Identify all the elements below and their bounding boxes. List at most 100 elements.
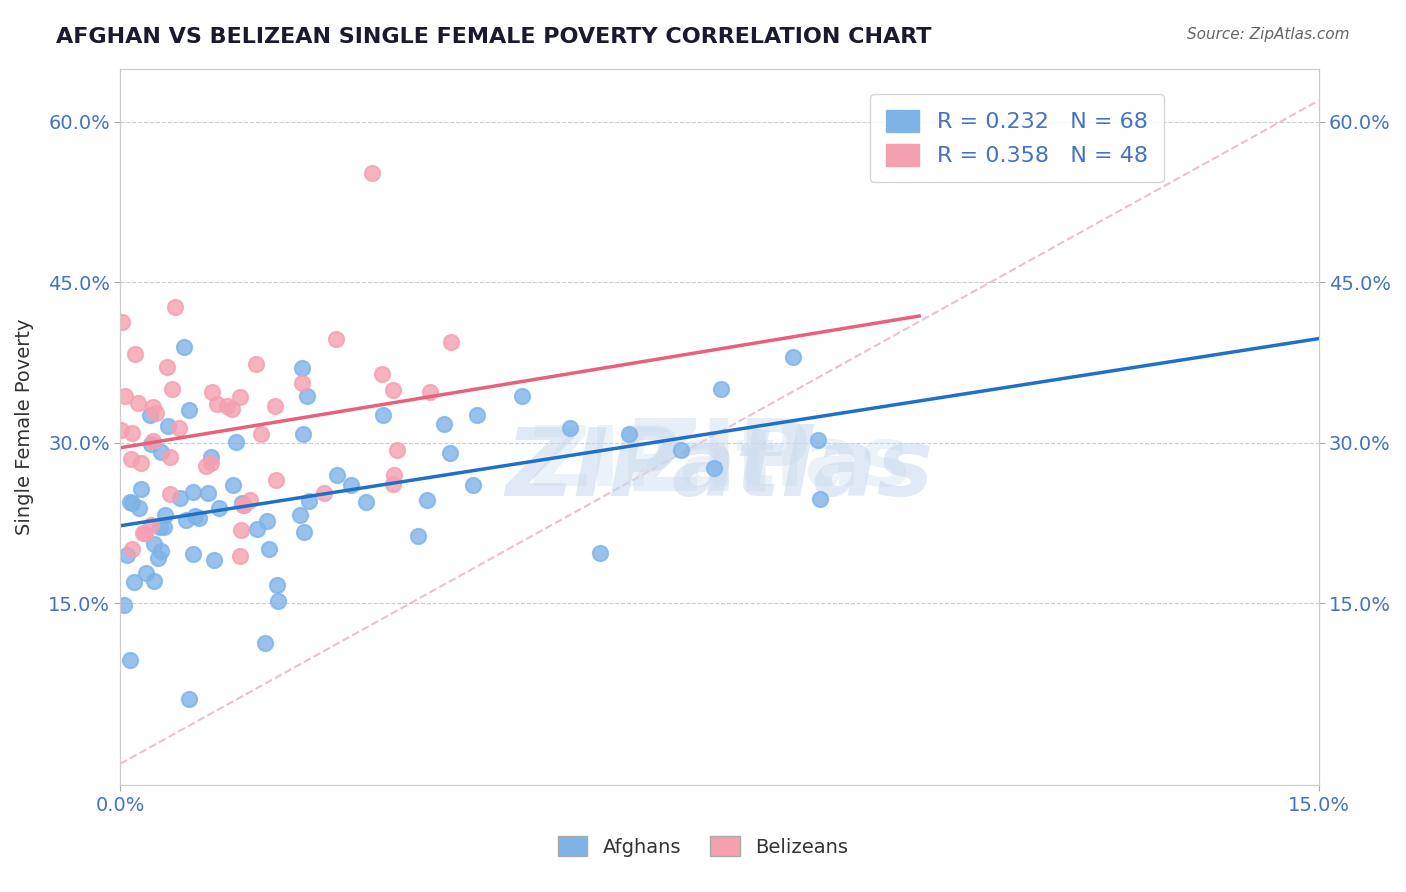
Point — [195, 458, 218, 473]
Point — [266, 473, 288, 487]
Point — [207, 501, 229, 516]
Point — [360, 165, 382, 179]
Point — [122, 575, 145, 590]
Point — [233, 498, 256, 512]
Point — [114, 598, 136, 612]
Point — [118, 653, 141, 667]
Point — [510, 389, 533, 403]
Text: ZIP: ZIP — [628, 414, 811, 511]
Point — [169, 491, 191, 506]
Point — [187, 510, 209, 524]
Point — [782, 350, 804, 364]
Point — [160, 382, 183, 396]
Point — [384, 467, 406, 482]
Point — [225, 435, 247, 450]
Point — [197, 486, 219, 500]
Point — [167, 421, 190, 435]
Point — [381, 476, 404, 491]
Point — [143, 574, 166, 589]
Point — [156, 359, 179, 374]
Point — [145, 406, 167, 420]
Point — [385, 443, 408, 458]
Legend: Afghans, Belizeans: Afghans, Belizeans — [550, 829, 856, 864]
Point — [250, 427, 273, 442]
Point — [465, 408, 488, 422]
Point — [200, 450, 222, 464]
Point — [312, 485, 335, 500]
Point — [229, 523, 252, 537]
Point — [121, 496, 143, 510]
Point — [408, 529, 430, 543]
Point — [231, 496, 253, 510]
Point — [184, 509, 207, 524]
Point — [295, 389, 318, 403]
Point — [589, 546, 612, 560]
Point — [127, 395, 149, 409]
Point — [142, 400, 165, 414]
Point — [669, 442, 692, 457]
Point — [373, 408, 395, 422]
Point — [245, 357, 267, 371]
Point — [150, 544, 173, 558]
Point — [291, 376, 314, 391]
Point — [156, 419, 179, 434]
Point — [111, 315, 134, 329]
Point — [110, 423, 132, 437]
Point — [292, 525, 315, 540]
Point — [149, 445, 172, 459]
Point — [139, 437, 162, 451]
Point — [381, 383, 404, 397]
Point — [129, 483, 152, 497]
Point — [159, 450, 181, 465]
Point — [267, 594, 290, 608]
Text: ZIPatlas: ZIPatlas — [529, 422, 910, 503]
Text: Source: ZipAtlas.com: Source: ZipAtlas.com — [1187, 27, 1350, 42]
Point — [118, 495, 141, 509]
Point — [128, 500, 150, 515]
Point — [132, 525, 155, 540]
Point — [135, 566, 157, 580]
Point — [339, 477, 361, 491]
Point — [246, 522, 269, 536]
Point — [165, 300, 187, 314]
Point — [121, 426, 143, 441]
Point — [232, 498, 254, 512]
Point — [291, 427, 314, 442]
Point — [370, 367, 392, 381]
Point — [239, 493, 262, 508]
Point — [354, 495, 377, 509]
Point — [440, 334, 463, 349]
Point — [461, 478, 484, 492]
Point — [703, 461, 725, 475]
Point — [139, 518, 162, 533]
Text: AFGHAN VS BELIZEAN SINGLE FEMALE POVERTY CORRELATION CHART: AFGHAN VS BELIZEAN SINGLE FEMALE POVERTY… — [56, 27, 932, 46]
Point — [134, 525, 156, 540]
Point — [710, 382, 733, 396]
Point — [298, 493, 321, 508]
Point — [153, 508, 176, 522]
Point — [153, 519, 176, 533]
Point — [326, 468, 349, 483]
Point — [117, 548, 139, 562]
Point — [139, 408, 162, 422]
Point — [439, 445, 461, 459]
Point — [181, 547, 204, 561]
Point — [257, 542, 280, 557]
Point — [229, 390, 252, 404]
Point — [173, 340, 195, 354]
Point — [222, 478, 245, 492]
Point — [416, 492, 439, 507]
Point — [124, 346, 146, 360]
Point — [149, 520, 172, 534]
Point — [159, 487, 181, 501]
Point — [202, 553, 225, 567]
Point — [558, 421, 581, 435]
Point — [142, 434, 165, 448]
Point — [146, 551, 169, 566]
Y-axis label: Single Female Poverty: Single Female Poverty — [15, 318, 34, 535]
Point — [181, 484, 204, 499]
Point — [217, 399, 239, 413]
Point — [114, 389, 136, 403]
Legend: R = 0.232   N = 68, R = 0.358   N = 48: R = 0.232 N = 68, R = 0.358 N = 48 — [870, 94, 1164, 182]
Point — [264, 399, 287, 413]
